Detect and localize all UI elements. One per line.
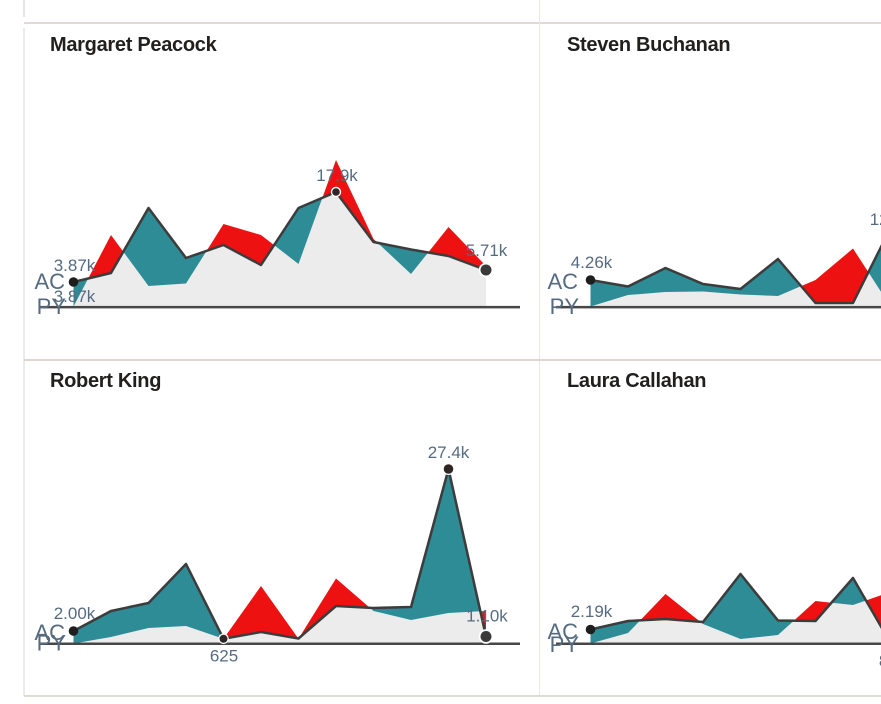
svg-text:625: 625 — [210, 647, 238, 666]
svg-text:AC: AC — [34, 620, 65, 645]
svg-text:PY: PY — [37, 631, 67, 656]
svg-text:3.87k: 3.87k — [54, 256, 96, 275]
svg-text:3.87k: 3.87k — [54, 287, 96, 306]
svg-text:PY: PY — [550, 632, 580, 657]
svg-text:2.00k: 2.00k — [54, 604, 96, 623]
svg-text:PY: PY — [550, 294, 580, 319]
svg-text:PY: PY — [37, 294, 67, 319]
svg-text:AC: AC — [547, 619, 578, 644]
svg-text:AC: AC — [34, 269, 65, 294]
svg-text:17.9k: 17.9k — [316, 166, 358, 185]
svg-text:27.4k: 27.4k — [428, 443, 470, 462]
svg-text:2.19k: 2.19k — [571, 602, 613, 621]
svg-text:12.6k: 12.6k — [870, 210, 881, 229]
svg-text:807: 807 — [879, 652, 881, 671]
svg-text:5.71k: 5.71k — [466, 241, 508, 260]
svg-text:1.10k: 1.10k — [466, 607, 508, 626]
svg-text:4.26k: 4.26k — [571, 253, 613, 272]
svg-text:AC: AC — [547, 269, 578, 294]
